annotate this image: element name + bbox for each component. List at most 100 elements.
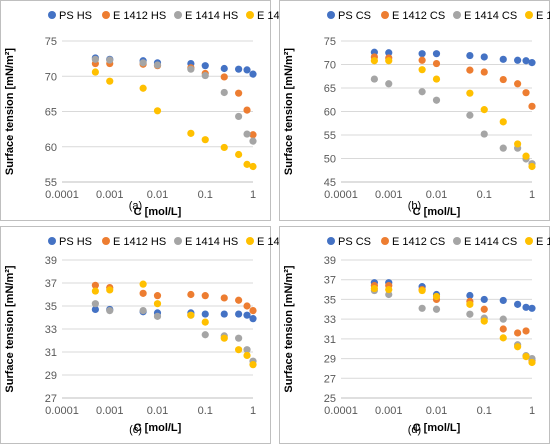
x-tick-label: 0.01	[426, 189, 447, 201]
data-point	[466, 66, 474, 74]
x-tick-label: 0.01	[147, 405, 168, 417]
data-point	[432, 59, 441, 68]
y-tick-label: 70	[45, 71, 57, 83]
legend-marker	[525, 237, 533, 245]
x-tick-label: 0.1	[198, 405, 213, 417]
y-tick-label: 39	[45, 255, 57, 267]
data-point	[220, 64, 228, 73]
x-tick-label: 0.0001	[45, 189, 79, 201]
data-point	[528, 102, 536, 110]
data-point	[432, 50, 441, 58]
y-tick-label: 75	[324, 36, 336, 48]
legend-label: PS HS	[59, 10, 92, 22]
data-point	[385, 285, 393, 294]
data-point	[153, 61, 162, 69]
data-point	[499, 75, 507, 84]
data-point	[220, 294, 228, 302]
data-point	[522, 152, 530, 160]
data-point	[153, 312, 162, 320]
data-point	[249, 137, 257, 145]
y-tick-label: 31	[45, 347, 57, 359]
legend-label: E 1422 CS	[536, 10, 550, 22]
legend-marker	[246, 237, 254, 245]
data-point	[385, 57, 393, 65]
data-point	[522, 57, 530, 65]
legend-marker	[381, 11, 389, 19]
data-point	[220, 143, 228, 152]
legend-label: PS CS	[338, 236, 371, 248]
data-point	[106, 286, 114, 294]
data-point	[432, 292, 441, 301]
y-tick-label: 45	[324, 177, 336, 189]
data-point	[220, 73, 228, 81]
panel-frame	[0, 226, 271, 444]
x-tick-label: 0.001	[96, 189, 124, 201]
y-tick-label: 33	[45, 324, 57, 336]
y-tick-label: 55	[324, 130, 336, 142]
data-point	[418, 304, 426, 312]
y-tick-label: 70	[324, 60, 336, 72]
data-point	[432, 305, 441, 313]
data-point	[514, 80, 522, 88]
data-point	[139, 84, 147, 92]
data-point	[514, 140, 522, 148]
data-point	[522, 303, 530, 311]
data-point	[139, 307, 147, 315]
legend-label: PS CS	[338, 10, 371, 22]
data-point	[243, 130, 251, 138]
data-point	[91, 300, 99, 308]
data-point	[139, 289, 147, 297]
y-tick-label: 27	[45, 393, 57, 405]
x-tick-label: 1	[529, 405, 535, 417]
legend-marker	[381, 237, 389, 245]
data-point	[528, 358, 536, 367]
data-point	[235, 334, 243, 342]
data-point	[466, 300, 474, 308]
data-point	[201, 310, 209, 318]
data-point	[480, 295, 488, 304]
x-tick-label: 0.0001	[324, 189, 358, 201]
legend-marker	[102, 11, 110, 19]
data-point	[220, 334, 228, 342]
data-point	[235, 310, 243, 318]
x-tick-label: 1	[529, 189, 535, 201]
y-tick-label: 50	[324, 154, 336, 166]
data-point	[370, 75, 378, 83]
x-axis-title: C [mol/L]	[134, 206, 182, 218]
data-point	[418, 50, 426, 58]
series-e-1422-hs	[91, 68, 257, 171]
data-point	[432, 96, 441, 104]
x-axis-title: C [mol/L]	[413, 422, 461, 434]
data-point	[235, 296, 243, 304]
data-point	[522, 327, 530, 335]
data-point	[418, 56, 426, 64]
series-e-1412-cs	[370, 53, 536, 110]
legend-marker	[174, 237, 182, 245]
data-point	[499, 325, 507, 333]
chart-panel-a: 55 60 65 70 75 0.0001 0.001 0.01 0.1 1 C [mol/L] Su…	[0, 0, 310, 221]
data-point	[106, 307, 114, 315]
y-tick-label: 35	[324, 294, 336, 306]
legend-marker	[174, 11, 182, 19]
data-point	[466, 89, 474, 97]
legend-marker	[327, 237, 335, 245]
data-point	[243, 302, 251, 310]
y-tick-label: 37	[45, 278, 57, 290]
panel-label: (d)	[408, 424, 421, 436]
y-tick-label: 75	[45, 36, 57, 48]
legend-marker	[453, 237, 461, 245]
data-point	[235, 112, 243, 121]
data-point	[432, 75, 441, 83]
data-point	[153, 292, 162, 300]
data-point	[522, 89, 530, 97]
legend-marker	[525, 11, 533, 19]
data-point	[249, 315, 257, 323]
data-point	[514, 329, 522, 337]
legend-marker	[102, 237, 110, 245]
data-point	[528, 162, 536, 171]
x-axis-title: C [mol/L]	[134, 422, 182, 434]
panel-frame	[279, 0, 550, 221]
data-point	[499, 296, 507, 305]
panel-frame	[279, 226, 550, 444]
y-tick-label: 65	[45, 107, 57, 119]
